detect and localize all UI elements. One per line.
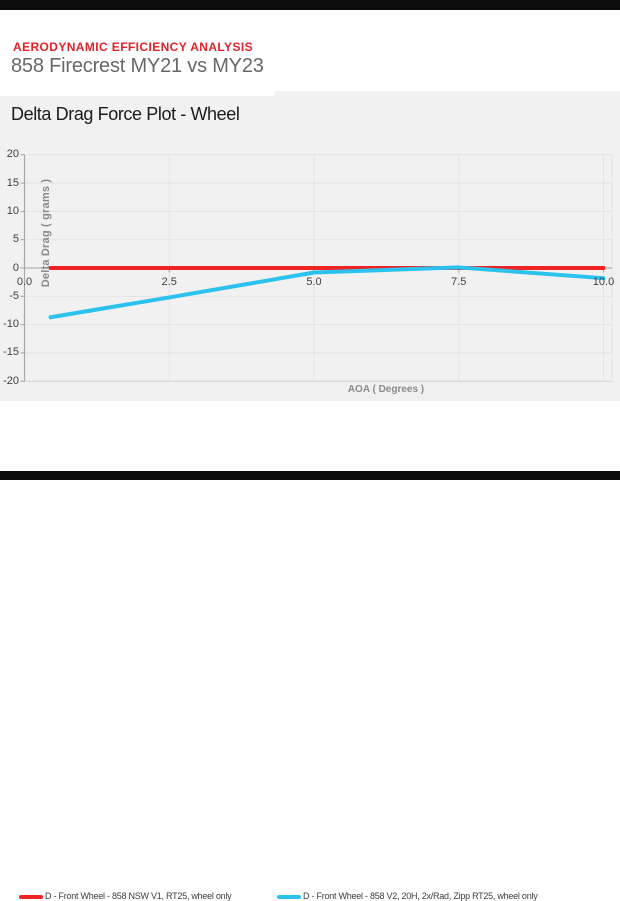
report-kicker: AERODYNAMIC EFFICIENCY ANALYSIS (13, 40, 253, 54)
y-tick-label: -20 (0, 375, 19, 388)
y-tick-label: 10 (0, 205, 19, 218)
legend-label-v2: D - Front Wheel - 858 V2, 20H, 2x/Rad, Z… (303, 891, 537, 901)
y-axis-title: Delta Drag ( grams ) (40, 179, 52, 288)
x-tick-label: 7.5 (442, 276, 476, 289)
y-tick-label: -10 (0, 318, 19, 331)
y-tick-label: 15 (0, 177, 19, 190)
y-tick-label: -5 (0, 290, 19, 303)
top-black-bar (0, 0, 620, 10)
x-tick-label: 2.5 (152, 276, 186, 289)
y-tick-label: 5 (0, 233, 19, 246)
legend-swatch-red (19, 895, 43, 899)
y-tick-label: -15 (0, 346, 19, 359)
legend-label-v1: D - Front Wheel - 858 NSW V1, RT25, whee… (45, 891, 231, 901)
x-axis-title: AOA ( Degrees ) (336, 384, 436, 395)
x-tick-label: 5.0 (297, 276, 331, 289)
x-tick-label: 10.0 (587, 276, 620, 289)
y-tick-label: 0 (0, 262, 19, 275)
chart-band (0, 96, 620, 401)
chart-title: Delta Drag Force Plot - Wheel (11, 104, 239, 125)
bottom-black-bar (0, 471, 620, 480)
y-tick-label: 20 (0, 148, 19, 161)
report-title: 858 Firecrest MY21 vs MY23 (11, 55, 264, 78)
x-tick-label: 0.0 (8, 276, 42, 289)
legend-swatch-cyan (277, 895, 301, 899)
